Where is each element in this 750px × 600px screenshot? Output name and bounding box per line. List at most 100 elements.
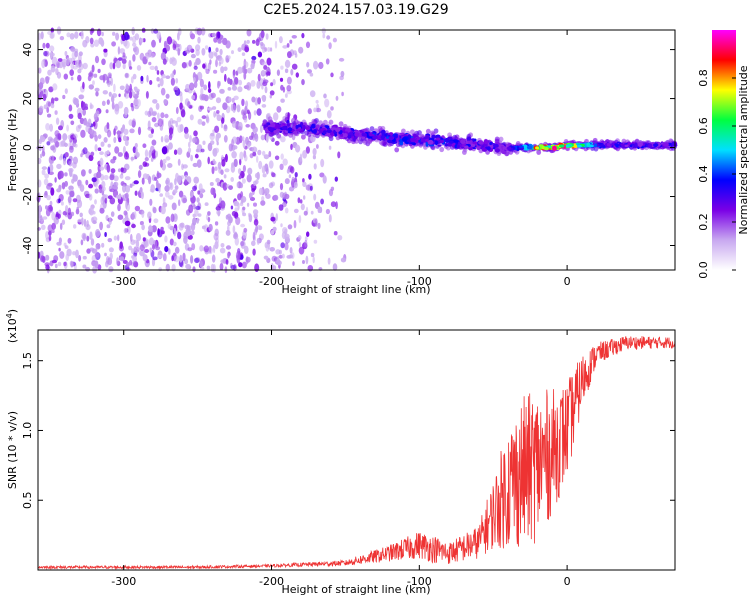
heatmap-cell <box>220 243 225 248</box>
heatmap-cell <box>614 143 618 146</box>
heatmap-cell <box>54 97 59 102</box>
heatmap-cell <box>93 73 98 78</box>
heatmap-cell <box>304 236 308 242</box>
heatmap-cell <box>78 254 82 262</box>
heatmap-cell <box>239 151 244 161</box>
heatmap-cell <box>152 206 157 214</box>
heatmap-cell <box>40 31 44 40</box>
heatmap-cell <box>82 81 85 90</box>
heatmap-cell <box>156 183 161 189</box>
heatmap-cell <box>92 130 97 138</box>
heatmap-cell <box>565 144 570 148</box>
heatmap-cell <box>281 126 287 130</box>
heatmap-cell <box>165 191 170 198</box>
heatmap-cell <box>325 58 330 65</box>
heatmap-cell <box>50 65 56 73</box>
x-tick-label: -100 <box>407 275 432 288</box>
heatmap-cell <box>241 109 245 116</box>
heatmap-cell <box>212 106 217 110</box>
heatmap-cell <box>330 72 334 78</box>
heatmap-cell <box>263 65 268 70</box>
heatmap-cell <box>57 261 62 267</box>
heatmap-cell <box>251 55 257 61</box>
heatmap-cell <box>181 163 184 171</box>
heatmap-cell <box>464 145 469 150</box>
heatmap-cell <box>101 31 104 37</box>
heatmap-cell <box>68 104 73 112</box>
heatmap-cell <box>132 54 136 62</box>
heatmap-cell <box>290 68 294 76</box>
heatmap-cell <box>306 61 310 68</box>
heatmap-cell <box>653 143 659 147</box>
heatmap-cell <box>293 119 299 125</box>
heatmap-cell <box>221 159 226 167</box>
heatmap-cell <box>577 144 582 148</box>
heatmap-cell <box>265 244 270 252</box>
heatmap-cell <box>77 218 83 223</box>
heatmap-cell <box>160 205 166 215</box>
heatmap-cell <box>137 126 142 136</box>
heatmap-cell <box>58 198 61 203</box>
heatmap-cell <box>131 91 136 96</box>
heatmap-cell <box>81 232 87 240</box>
heatmap-cell <box>326 110 332 119</box>
heatmap-cell <box>274 40 278 49</box>
heatmap-cell <box>57 133 62 141</box>
heatmap-cell <box>124 176 131 181</box>
heatmap-cell <box>147 211 152 219</box>
heatmap-cell <box>38 145 42 152</box>
heatmap-cell <box>122 63 126 70</box>
heatmap-cell <box>437 144 442 147</box>
heatmap-cell <box>129 36 133 41</box>
heatmap-cell <box>249 135 254 141</box>
heatmap-cell <box>115 60 122 69</box>
heatmap-cell <box>168 248 171 255</box>
heatmap-cell <box>171 202 177 211</box>
heatmap-cell <box>151 139 157 146</box>
heatmap-cell <box>94 55 100 64</box>
heatmap-cell <box>141 177 145 185</box>
heatmap-cell <box>273 194 279 201</box>
heatmap-cell <box>130 156 135 161</box>
heatmap-cell <box>131 26 135 36</box>
heatmap-cell <box>313 193 317 201</box>
heatmap-cell <box>629 144 633 148</box>
heatmap-cell <box>117 57 123 61</box>
heatmap-cell <box>137 170 142 179</box>
heatmap-cell <box>60 153 63 159</box>
heatmap-cell <box>227 225 230 232</box>
colorbar: 0.0 0.2 0.4 0.6 0.8 Normalized spectral ampl… <box>697 30 750 279</box>
heatmap-cell <box>380 135 386 140</box>
heatmap-cell <box>227 55 231 60</box>
heatmap-cell <box>472 141 478 145</box>
heatmap-cell <box>183 235 188 244</box>
heatmap-cell <box>99 151 104 156</box>
heatmap-cell <box>188 141 191 148</box>
heatmap-cell <box>312 154 316 160</box>
heatmap-cell <box>49 163 54 172</box>
heatmap-cell <box>213 69 218 74</box>
heatmap-cell <box>38 210 41 219</box>
heatmap-cell <box>216 114 222 122</box>
heatmap-cell <box>195 44 201 52</box>
heatmap-cell <box>92 121 96 127</box>
heatmap-cell <box>122 184 127 193</box>
heatmap-cell <box>293 50 297 56</box>
heatmap-cell <box>50 103 55 109</box>
heatmap-cell <box>56 241 62 246</box>
heatmap-cell <box>260 134 265 141</box>
heatmap-cell <box>328 214 332 223</box>
heatmap-cell <box>280 223 283 228</box>
heatmap-cell <box>43 178 49 186</box>
heatmap-cell <box>266 239 271 245</box>
heatmap-cell <box>214 166 218 171</box>
heatmap-cell <box>166 36 173 45</box>
heatmap-cell <box>289 247 293 254</box>
heatmap-cell <box>307 108 312 115</box>
heatmap-cell <box>109 62 114 70</box>
heatmap-cell <box>40 136 46 143</box>
heatmap-cell <box>425 134 430 140</box>
heatmap-cell <box>235 251 240 260</box>
heatmap-cell <box>82 39 88 48</box>
